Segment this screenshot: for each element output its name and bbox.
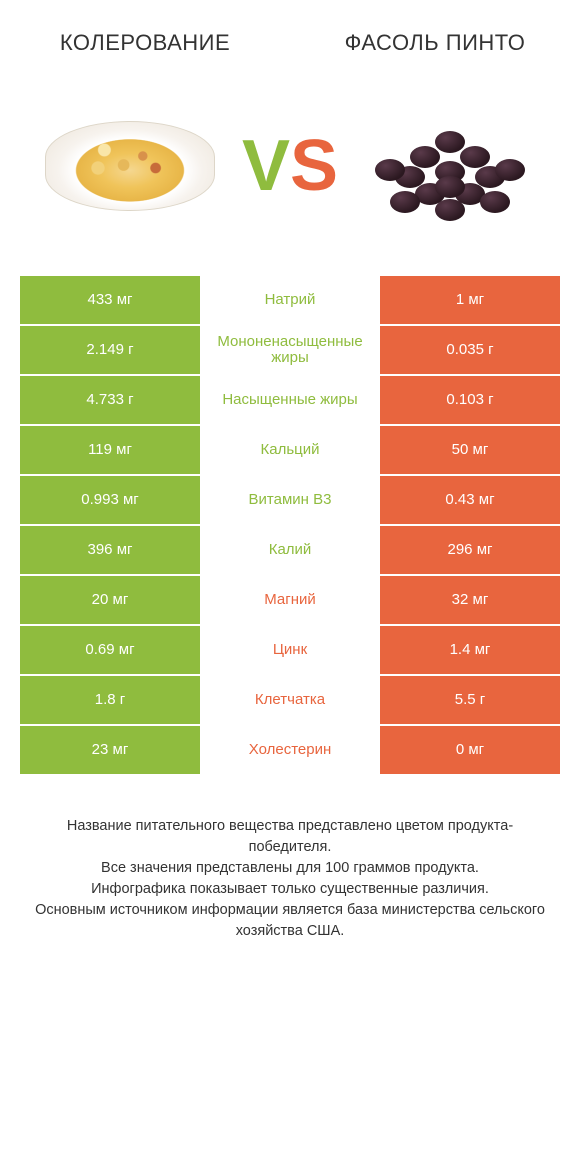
images-row: VS (0, 76, 580, 276)
comparison-table: 433 мгНатрий1 мг2.149 гМононенасыщенные … (0, 276, 580, 776)
product-left-image (40, 96, 220, 236)
value-left: 20 мг (20, 576, 200, 624)
table-row: 119 мгКальций50 мг (20, 426, 560, 474)
value-left: 433 мг (20, 276, 200, 324)
table-row: 0.993 мгВитамин B30.43 мг (20, 476, 560, 524)
nutrient-name: Натрий (200, 276, 380, 324)
value-right: 1 мг (380, 276, 560, 324)
footer-notes: Название питательного вещества представл… (0, 776, 580, 962)
table-row: 20 мгМагний32 мг (20, 576, 560, 624)
nutrient-name: Магний (200, 576, 380, 624)
table-row: 396 мгКалий296 мг (20, 526, 560, 574)
value-left: 4.733 г (20, 376, 200, 424)
value-right: 32 мг (380, 576, 560, 624)
table-row: 23 мгХолестерин0 мг (20, 726, 560, 774)
dish-icon (45, 121, 215, 211)
nutrient-name: Цинк (200, 626, 380, 674)
value-right: 50 мг (380, 426, 560, 474)
product-left-title: КОЛЕРОВАНИЕ (20, 30, 270, 56)
nutrient-name: Витамин B3 (200, 476, 380, 524)
footer-line: Все значения представлены для 100 граммо… (30, 858, 550, 879)
nutrient-name: Насыщенные жиры (200, 376, 380, 424)
product-right-image (360, 96, 540, 236)
header: КОЛЕРОВАНИЕ ФАСОЛЬ ПИНТО (0, 0, 580, 76)
table-row: 4.733 гНасыщенные жиры0.103 г (20, 376, 560, 424)
value-right: 296 мг (380, 526, 560, 574)
value-left: 0.993 мг (20, 476, 200, 524)
value-left: 2.149 г (20, 326, 200, 374)
footer-line: Название питательного вещества представл… (30, 816, 550, 858)
vs-letter-s: S (290, 126, 338, 206)
value-left: 0.69 мг (20, 626, 200, 674)
nutrient-name: Клетчатка (200, 676, 380, 724)
nutrient-name: Калий (200, 526, 380, 574)
vs-badge: VS (230, 130, 350, 202)
value-right: 0.035 г (380, 326, 560, 374)
value-left: 396 мг (20, 526, 200, 574)
value-left: 23 мг (20, 726, 200, 774)
nutrient-name: Кальций (200, 426, 380, 474)
value-left: 1.8 г (20, 676, 200, 724)
vs-letter-v: V (242, 126, 290, 206)
value-right: 5.5 г (380, 676, 560, 724)
table-row: 1.8 гКлетчатка5.5 г (20, 676, 560, 724)
value-right: 1.4 мг (380, 626, 560, 674)
value-right: 0.43 мг (380, 476, 560, 524)
table-row: 433 мгНатрий1 мг (20, 276, 560, 324)
value-left: 119 мг (20, 426, 200, 474)
value-right: 0.103 г (380, 376, 560, 424)
product-right-title: ФАСОЛЬ ПИНТО (310, 30, 560, 56)
nutrient-name: Холестерин (200, 726, 380, 774)
value-right: 0 мг (380, 726, 560, 774)
footer-line: Инфографика показывает только существенн… (30, 879, 550, 900)
footer-line: Основным источником информации является … (30, 900, 550, 942)
beans-icon (365, 111, 535, 221)
nutrient-name: Мононенасыщенные жиры (200, 326, 380, 374)
table-row: 2.149 гМононенасыщенные жиры0.035 г (20, 326, 560, 374)
table-row: 0.69 мгЦинк1.4 мг (20, 626, 560, 674)
